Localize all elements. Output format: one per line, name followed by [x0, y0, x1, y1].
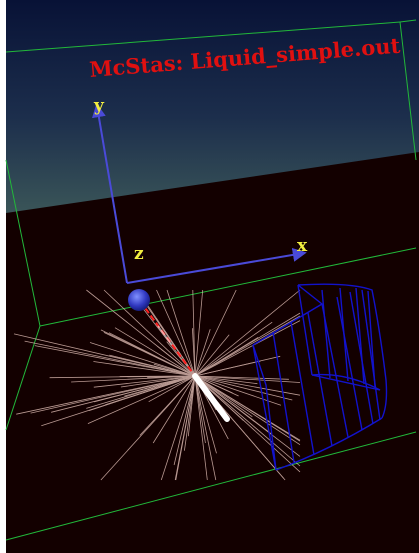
scattered-ray — [93, 361, 196, 377]
scattered-ray — [194, 312, 301, 377]
scattered-ray — [194, 329, 211, 377]
scattered-ray — [194, 320, 301, 377]
x-axis-arrow — [126, 247, 307, 284]
scattered-ray — [194, 375, 258, 385]
bounding-box — [5, 19, 417, 541]
neutron-beam — [139, 300, 196, 377]
scattered-ray — [194, 375, 301, 457]
scattered-ray — [173, 375, 196, 466]
scattered-ray — [194, 375, 293, 401]
scattered-ray — [194, 334, 230, 377]
scattered-ray — [194, 375, 208, 481]
scattered-ray — [194, 289, 237, 377]
scattered-ray — [194, 315, 301, 377]
scattered-ray — [24, 340, 196, 377]
scattered-ray — [194, 289, 301, 377]
scattered-ray — [93, 375, 196, 388]
scattered-ray — [100, 329, 196, 377]
scattered-ray — [16, 375, 196, 415]
left-margin — [0, 0, 6, 553]
scattered-ray — [160, 375, 196, 481]
scattered-ray — [148, 375, 196, 403]
cylindrical-detector-icon — [252, 283, 388, 471]
scattered-ray — [86, 289, 196, 377]
scattered-ray — [152, 375, 196, 444]
scattered-ray — [89, 342, 196, 377]
scattered-ray — [105, 375, 196, 406]
scattered-ray — [156, 289, 196, 377]
scattered-ray — [194, 375, 301, 473]
scattered-ray — [100, 375, 196, 481]
scattered-ray — [49, 375, 196, 379]
scattered-ray — [194, 321, 273, 377]
scattered-ray — [194, 375, 239, 397]
scattered-ray — [194, 289, 204, 377]
y-axis-arrow — [91, 103, 128, 284]
scattered-ray — [194, 375, 282, 406]
top-gradient-plane — [6, 0, 419, 213]
scattered-ray — [194, 375, 289, 380]
scattered-ray — [192, 289, 196, 377]
scattered-ray — [194, 375, 301, 467]
scattered-ray — [103, 289, 196, 377]
scattered-ray — [114, 327, 196, 377]
scattered-ray — [194, 355, 281, 377]
scattered-ray — [194, 375, 217, 454]
y-axis-label: y — [93, 96, 105, 116]
scattered-ray — [51, 375, 196, 413]
scattered-ray — [120, 375, 196, 388]
sphere-icon — [128, 289, 150, 311]
scattered-ray — [194, 375, 301, 441]
scattered-ray — [194, 375, 301, 446]
coordinate-axes: y z x — [91, 96, 308, 284]
scattered-ray — [194, 375, 301, 383]
scattered-ray — [194, 375, 206, 444]
transmitted-beam — [192, 373, 230, 422]
scattered-ray — [175, 375, 196, 481]
scattered-ray — [194, 375, 217, 481]
scattered-ray — [13, 333, 196, 377]
x-axis-label: x — [297, 236, 308, 256]
scattered-ray — [184, 375, 196, 451]
z-axis-label: z — [134, 244, 144, 264]
scattered-ray — [166, 289, 196, 377]
scattered-ray — [87, 375, 196, 424]
